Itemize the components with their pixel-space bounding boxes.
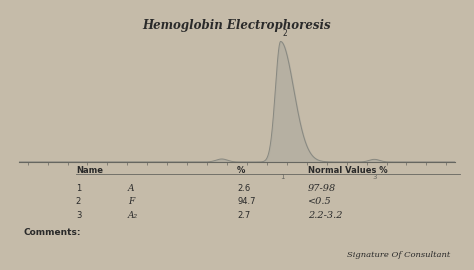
Text: 3: 3 <box>372 174 377 180</box>
Text: A: A <box>128 184 135 193</box>
Text: 3: 3 <box>76 211 81 220</box>
Text: %: % <box>237 166 246 175</box>
Text: Hemoglobin Electrophoresis: Hemoglobin Electrophoresis <box>143 19 331 32</box>
Text: 1: 1 <box>281 174 285 180</box>
Text: 2: 2 <box>283 29 287 38</box>
Text: <0.5: <0.5 <box>308 197 332 206</box>
Text: 97-98: 97-98 <box>308 184 337 193</box>
Text: A₂: A₂ <box>128 211 138 220</box>
Text: Name: Name <box>76 166 103 175</box>
Text: 2.7: 2.7 <box>237 211 250 220</box>
Text: Normal Values %: Normal Values % <box>308 166 388 175</box>
Text: Comments:: Comments: <box>24 228 81 237</box>
Text: F: F <box>128 197 134 206</box>
Text: 2.2-3.2: 2.2-3.2 <box>308 211 343 220</box>
Text: 2: 2 <box>76 197 81 206</box>
Text: 94.7: 94.7 <box>237 197 255 206</box>
Text: Signature Of Consultant: Signature Of Consultant <box>347 251 450 259</box>
Text: 2.6: 2.6 <box>237 184 250 193</box>
Text: 1: 1 <box>76 184 81 193</box>
